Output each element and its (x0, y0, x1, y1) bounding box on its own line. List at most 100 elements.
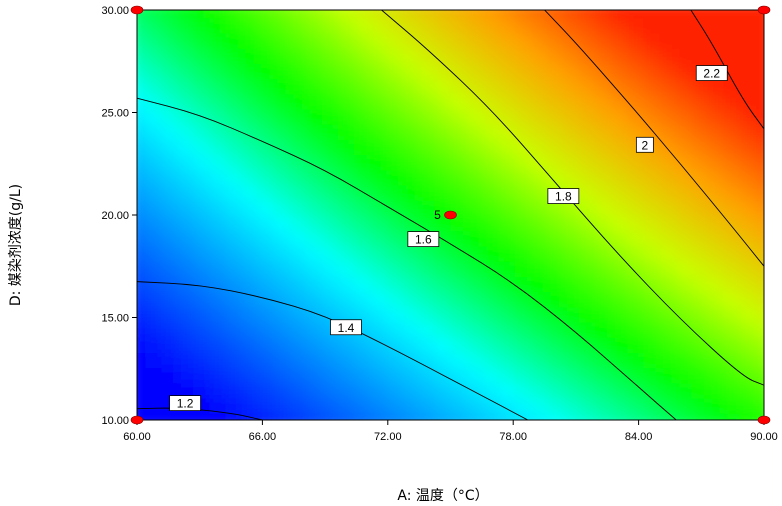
surface-cell (161, 78, 179, 95)
surface-cell (498, 321, 516, 338)
axes: 60.00 66.00 72.00 78.00 84.00 90.00 10.00 15.00… (101, 5, 777, 443)
surface-cell (498, 32, 516, 49)
surface-cell (755, 108, 764, 125)
surface-cell (161, 382, 179, 399)
surface-cell (337, 62, 356, 80)
surface-cell (546, 169, 565, 186)
surface-cell (161, 306, 179, 323)
surface-cell (305, 291, 323, 308)
surface-cell (723, 321, 741, 338)
y-tick-label: 30.00 (101, 5, 129, 17)
surface-cell (691, 230, 709, 247)
surface-cell (755, 215, 764, 232)
surface-cell (546, 336, 565, 353)
surface-cell (611, 78, 629, 95)
surface-cell (707, 306, 725, 323)
surface-cell (337, 367, 356, 384)
surface-cell (321, 397, 339, 414)
surface-cell (563, 78, 581, 95)
surface-cell (530, 47, 548, 64)
surface-cell (418, 260, 436, 277)
surface-cell (723, 78, 741, 95)
surface-cell (595, 184, 613, 201)
surface-cell (514, 184, 532, 201)
surface-cell (273, 336, 291, 353)
surface-cell (193, 275, 211, 293)
surface-cell (611, 108, 629, 125)
surface-cell (514, 260, 532, 277)
surface-cell (386, 47, 404, 64)
surface-cell (177, 123, 195, 140)
surface-cell (466, 154, 484, 171)
surface-cell (563, 108, 581, 125)
surface-cell (321, 336, 339, 353)
surface-cell (177, 138, 195, 156)
surface-cell (289, 230, 307, 247)
surface-cell (225, 321, 243, 338)
surface-cell (498, 245, 516, 262)
surface-cell (691, 291, 709, 308)
surface-cell (193, 260, 211, 277)
surface-cell (241, 93, 259, 110)
surface-cell (402, 17, 420, 34)
surface-cell (434, 397, 452, 414)
surface-cell (137, 154, 147, 171)
surface-cell (482, 321, 500, 338)
surface-cell (434, 184, 452, 201)
surface-cell (321, 47, 339, 64)
surface-cell (739, 154, 757, 171)
surface-cell (707, 321, 725, 338)
surface-cell (707, 184, 725, 201)
surface-cell (643, 169, 661, 186)
surface-cell (257, 184, 275, 201)
surface-cell (225, 306, 243, 323)
surface-cell (514, 306, 532, 323)
surface-cell (723, 336, 741, 353)
surface-cell (305, 336, 323, 353)
surface-cell (321, 260, 339, 277)
surface-cell (675, 367, 693, 384)
surface-cell (305, 184, 323, 201)
surface-cell (466, 336, 484, 353)
surface-cell (611, 47, 629, 64)
surface-cell (546, 123, 565, 140)
surface-cell (273, 93, 291, 110)
surface-cell (337, 291, 356, 308)
surface-cell (643, 215, 661, 232)
surface-cell (386, 306, 404, 323)
surface-cell (145, 382, 163, 399)
surface-cell (177, 351, 195, 369)
surface-cell (402, 10, 420, 19)
contour-labels: 1.2 1.4 1.6 1.8 2 2.2 (169, 65, 728, 412)
surface-cell (337, 108, 356, 125)
surface-cell (434, 78, 452, 95)
surface-cell (659, 169, 677, 186)
surface-cell (643, 336, 661, 353)
surface-cell (643, 351, 661, 369)
surface-cell (370, 108, 388, 125)
surface-cell (675, 78, 693, 95)
surface-cell (273, 199, 291, 216)
surface-cell (707, 138, 725, 156)
surface-cell (209, 154, 227, 171)
surface-cell (161, 321, 179, 338)
surface-cell (579, 245, 597, 262)
surface-cell (305, 138, 323, 156)
surface-cell (257, 260, 275, 277)
surface-cell (659, 108, 677, 125)
surface-cell (546, 321, 565, 338)
surface-cell (498, 260, 516, 277)
surface-cell (498, 62, 516, 80)
surface-cell (225, 62, 243, 80)
surface-cell (579, 199, 597, 216)
surface-cell (627, 78, 645, 95)
surface-cell (241, 412, 259, 420)
surface-cell (193, 336, 211, 353)
surface-cell (659, 10, 677, 19)
surface-cell (450, 412, 468, 420)
surface-cell (482, 123, 500, 140)
surface-cell (209, 32, 227, 49)
surface-cell (289, 17, 307, 34)
surface-cell (739, 78, 757, 95)
surface-cell (418, 123, 436, 140)
